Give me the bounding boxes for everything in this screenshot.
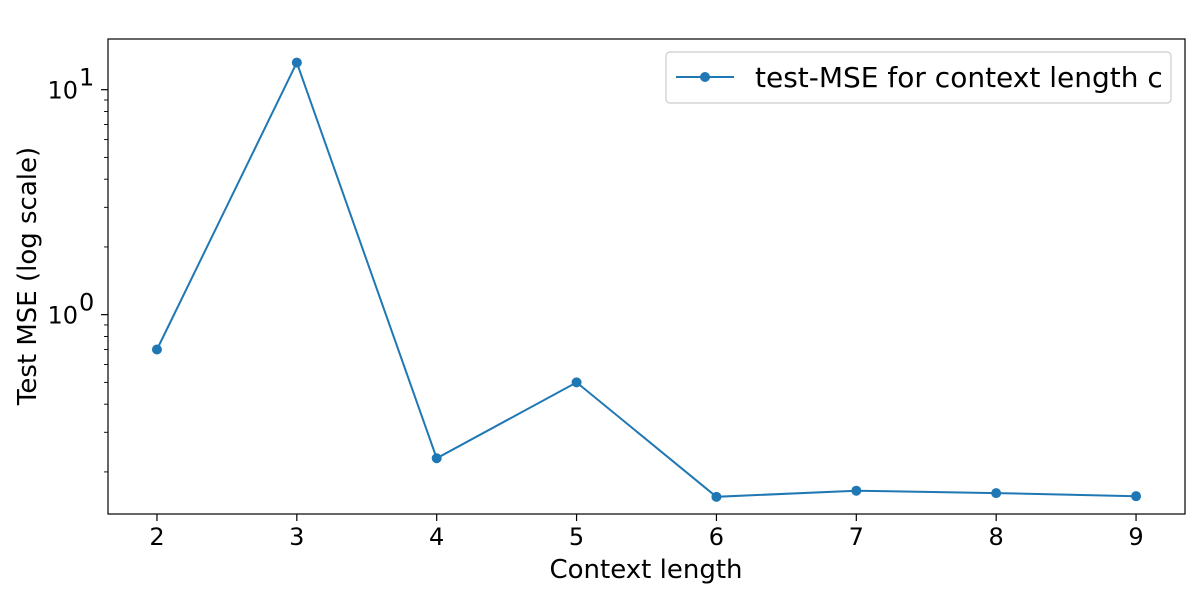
x-tick-label: 8 xyxy=(989,523,1004,551)
x-tick-label: 9 xyxy=(1128,523,1143,551)
x-axis-label: Context length xyxy=(550,555,743,585)
y-tick-label: 10 xyxy=(47,77,78,105)
x-tick-label: 5 xyxy=(569,523,584,551)
y-tick-label: 10 xyxy=(47,302,78,330)
legend-label: test-MSE for context length c xyxy=(755,61,1163,94)
data-point xyxy=(991,488,1002,499)
data-point xyxy=(571,377,582,388)
data-point xyxy=(1131,491,1142,502)
legend-frame xyxy=(665,51,1172,104)
data-point xyxy=(851,485,862,496)
x-tick-label: 6 xyxy=(709,523,724,551)
x-tick-label: 7 xyxy=(849,523,864,551)
plot-area xyxy=(151,57,1142,502)
y-tick-exponent: 0 xyxy=(79,289,94,317)
x-axis: 2 3 4 5 6 7 8 9 xyxy=(149,514,1144,551)
data-point xyxy=(291,57,302,68)
data-point xyxy=(711,491,722,502)
plot-frame xyxy=(107,38,1186,515)
y-tick-exponent: 1 xyxy=(79,64,94,92)
x-tick-label: 3 xyxy=(289,523,304,551)
legend-marker xyxy=(700,72,710,82)
data-point xyxy=(431,453,442,464)
x-tick-label: 4 xyxy=(429,523,444,551)
legend: test-MSE for context length c xyxy=(665,51,1172,104)
y-axis-label: Test MSE (log scale) xyxy=(13,147,43,406)
data-point xyxy=(151,344,162,355)
x-tick-label: 2 xyxy=(149,523,164,551)
series-line xyxy=(156,60,1137,498)
